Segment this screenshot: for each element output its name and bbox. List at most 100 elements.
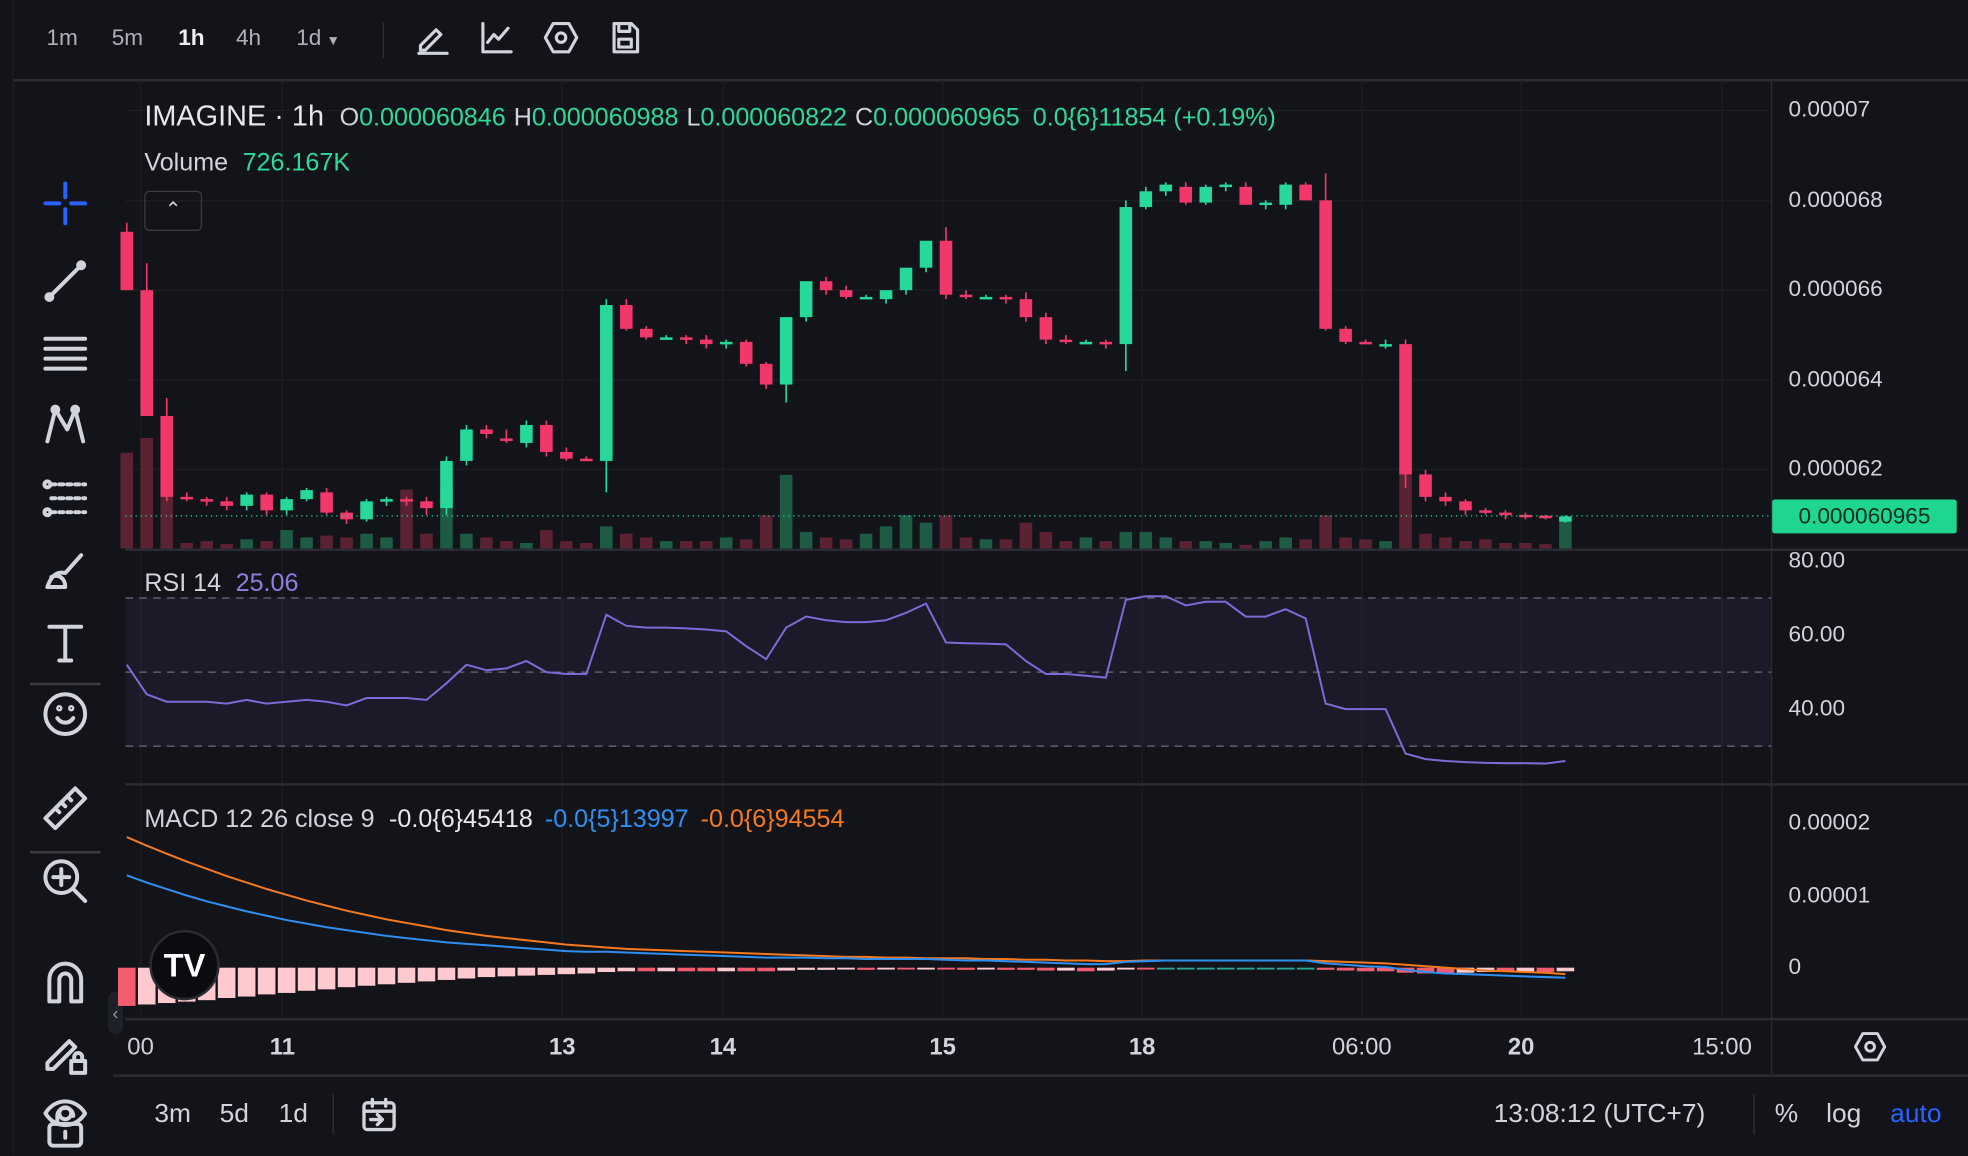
candle-body [1399,344,1412,475]
volume-bar [1439,537,1452,549]
macd-histogram-bar [977,967,995,970]
fib-icon[interactable] [41,474,89,522]
emoji-icon[interactable] [41,690,89,738]
rsi-tick: 60.00 [1788,621,1846,647]
macd-histogram-bar [1157,967,1175,970]
candle-body [719,341,733,345]
rsi-levels [125,597,1773,747]
macd-histogram-bar [1376,967,1395,972]
macd-histogram-bar [737,967,755,972]
indicators-icon[interactable] [478,19,516,57]
candle-body [500,438,513,441]
candle-body [1179,186,1193,203]
candle-body [859,296,873,300]
candle-body [759,363,773,385]
divider [125,548,1968,551]
candle-body [1279,184,1292,205]
time-tick: 18 [1128,1034,1156,1061]
pencil-icon[interactable] [414,19,452,57]
volume-bar [979,539,993,549]
percent-toggle[interactable]: % [1774,1099,1799,1129]
time-tick: 15:00 [1692,1034,1752,1061]
eye-icon[interactable] [41,1089,89,1137]
range-5d[interactable]: 5d [219,1099,249,1129]
candle-body [959,294,973,298]
macd-histogram-bar [1316,967,1335,970]
timeframe-1d-dropdown[interactable]: 1d ▼ [296,25,340,51]
timeframe-5m[interactable]: 5m [111,25,144,51]
macd-histogram-bar [1276,967,1295,970]
macd-label: MACD 12 26 close 9 [144,805,375,834]
volume-bar [240,539,253,549]
macd-histogram-value: -0.0{6}45418 [389,805,533,834]
tradingview-logo[interactable]: TV [149,930,220,1001]
volume-bar [899,515,913,549]
macd-legend: MACD 12 26 close 9 -0.0{6}45418 -0.0{5}1… [144,806,844,835]
range-1d[interactable]: 1d [278,1099,308,1129]
horizontal-lines-icon[interactable] [41,329,89,377]
candle-body [899,267,913,291]
macd-histogram-bar [1137,967,1155,970]
text-icon[interactable] [41,619,89,667]
volume-bar [1259,541,1272,549]
volume-bar [939,515,953,549]
time-tick: 13 [549,1034,576,1061]
timeframe-1h[interactable]: 1h [178,25,205,51]
ruler-icon[interactable] [41,784,89,832]
rsi-line [125,595,1566,765]
macd-histogram-bar [1077,967,1095,972]
volume-bar [799,531,813,549]
brush-icon[interactable] [41,547,89,595]
candle-body [879,290,893,300]
volume-bar [1159,537,1173,549]
candle-body [560,451,573,459]
save-icon[interactable] [606,19,644,57]
trend-line-icon[interactable] [41,257,89,305]
volume-bar [1079,537,1093,549]
candle-body [1439,496,1452,502]
macd-histogram-bar [357,967,376,986]
candle-body [839,290,853,297]
collapse-legend-button[interactable]: ⌃ [144,190,203,231]
auto-toggle[interactable]: auto [1890,1099,1942,1129]
macd-histogram-bar [257,967,276,995]
macd-histogram-bar [777,967,795,971]
volume-bar [1139,531,1153,549]
volume-value: 726.167K [242,149,351,177]
range-3m[interactable]: 3m [154,1099,192,1129]
timeframe-1m[interactable]: 1m [46,25,78,51]
candle-body [1039,317,1053,340]
log-toggle[interactable]: log [1826,1099,1862,1129]
macd-histogram-bar [497,967,516,977]
candle-body [1099,341,1113,345]
macd-histogram-bar [617,967,636,972]
axis-settings-icon[interactable] [1853,1029,1888,1064]
macd-histogram-bar [1117,967,1135,970]
macd-histogram-bar [957,967,975,970]
macd-histogram-bar [1456,967,1475,973]
volume-bar [759,515,773,549]
zoom-in-icon[interactable] [41,857,89,905]
lock-drawing-icon[interactable] [41,1029,89,1077]
macd-histogram-bar [757,967,775,972]
caret-down-icon: ▼ [326,33,341,49]
volume-bar [220,544,233,549]
rsi-tick: 80.00 [1788,547,1846,573]
chevron-up-icon: ⌃ [164,199,182,221]
volume-bar [300,537,313,549]
candle-body [1359,341,1372,345]
settings-icon[interactable] [542,19,580,57]
crosshair-icon[interactable] [41,179,89,227]
timeframe-4h[interactable]: 4h [235,25,262,51]
candle-body [280,499,293,511]
pattern-icon[interactable] [41,402,89,450]
magnet-icon[interactable] [41,958,89,1006]
go-to-date-icon[interactable] [359,1094,399,1134]
macd-histogram-bar [1236,967,1255,970]
candle-body [220,501,233,506]
volume-bar [819,537,833,549]
volume-bar [1219,542,1233,549]
clock[interactable]: 13:08:12 (UTC+7) [1493,1099,1706,1129]
macd-histogram-bar [317,967,336,990]
macd-histogram-bar [897,967,915,970]
